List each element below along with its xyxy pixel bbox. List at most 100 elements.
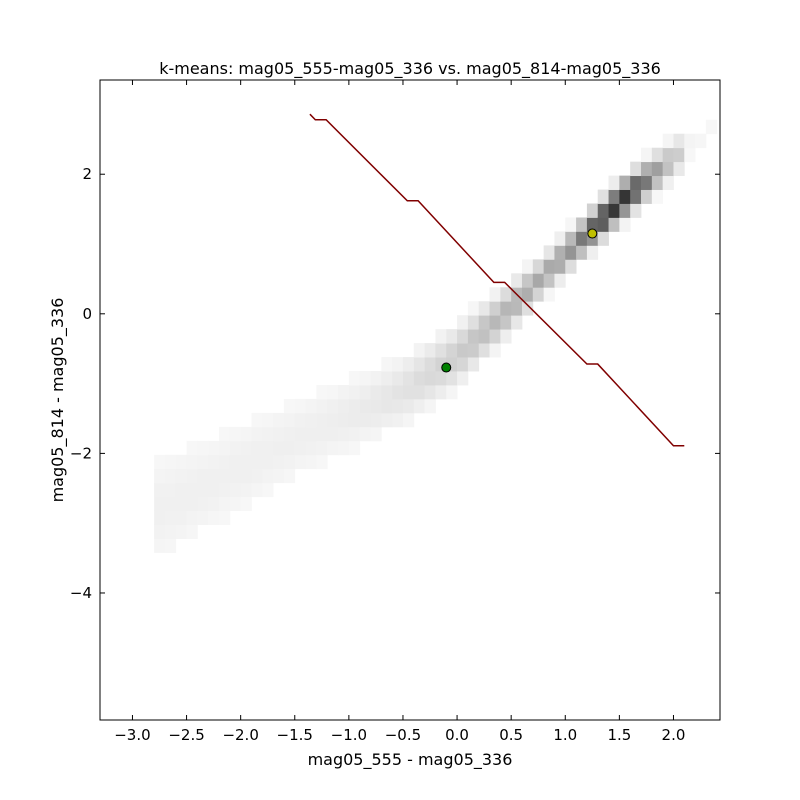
heatmap-cell — [489, 301, 501, 316]
heatmap-cell — [565, 259, 577, 274]
heatmap-cell — [154, 468, 166, 484]
heatmap-cell — [705, 119, 718, 135]
heatmap-cell — [381, 398, 393, 414]
heatmap-cell — [586, 217, 599, 232]
heatmap-cell — [262, 468, 274, 484]
heatmap-cell — [521, 301, 534, 316]
heatmap-cell — [186, 468, 198, 484]
heatmap-cell — [424, 357, 436, 372]
heatmap-cell — [154, 454, 166, 470]
heatmap-cell — [402, 357, 415, 372]
heatmap-cell — [283, 426, 296, 442]
x-tick-label: −1.5 — [277, 726, 313, 744]
heatmap-cell — [413, 343, 426, 358]
heatmap-cell — [186, 496, 198, 512]
heatmap-cell — [164, 510, 177, 525]
heatmap-cell — [305, 412, 317, 428]
heatmap-cell — [208, 468, 220, 484]
heatmap-cell — [457, 371, 469, 386]
density-heatmap — [154, 119, 718, 553]
heatmap-cell — [543, 245, 555, 260]
heatmap-cell — [229, 426, 242, 442]
heatmap-cell — [283, 440, 296, 456]
y-tick-label: 0 — [82, 305, 92, 323]
heatmap-cell — [359, 398, 371, 414]
heatmap-cell — [327, 412, 339, 428]
heatmap-cell — [478, 329, 490, 344]
heatmap-cell — [597, 203, 609, 218]
heatmap-cell — [283, 398, 296, 414]
heatmap-cell — [240, 426, 252, 442]
heatmap-cell — [435, 329, 447, 344]
heatmap-cell — [348, 426, 361, 442]
heatmap-cell — [219, 510, 231, 525]
heatmap-cell — [338, 412, 350, 428]
heatmap-cell — [521, 273, 534, 288]
heatmap-cell — [554, 259, 566, 274]
heatmap-cell — [641, 175, 653, 190]
heatmap-cell — [381, 412, 393, 428]
heatmap-cell — [489, 343, 501, 358]
heatmap-cell — [294, 412, 306, 428]
heatmap-cell — [240, 482, 252, 498]
heatmap-cell — [489, 329, 501, 344]
heatmap-cell — [175, 510, 187, 525]
heatmap-cell — [586, 203, 599, 218]
heatmap-cell — [543, 273, 555, 288]
heatmap-cell — [435, 343, 447, 358]
heatmap-cell — [262, 426, 274, 442]
chart-title: k-means: mag05_555-mag05_336 vs. mag05_8… — [159, 59, 661, 79]
heatmap-cell — [392, 357, 404, 372]
heatmap-cell — [154, 538, 166, 553]
heatmap-cell — [208, 482, 220, 498]
heatmap-cell — [435, 357, 447, 372]
heatmap-cell — [478, 301, 490, 316]
heatmap-cell — [402, 398, 415, 414]
heatmap-cell — [175, 482, 187, 498]
heatmap-cell — [262, 482, 274, 498]
heatmap-cell — [586, 245, 599, 260]
heatmap-cell — [175, 524, 187, 539]
heatmap-cell — [273, 412, 285, 428]
heatmap-cell — [392, 384, 404, 400]
heatmap-cell — [338, 398, 350, 414]
heatmap-cell — [543, 259, 555, 274]
heatmap-cell — [651, 189, 664, 204]
heatmap-cell — [327, 398, 339, 414]
heatmap-cell — [673, 133, 685, 149]
heatmap-cell — [229, 496, 242, 512]
heatmap-cell — [164, 524, 177, 539]
heatmap-cell — [500, 329, 512, 344]
heatmap-cell — [446, 371, 458, 386]
y-tick-label: −4 — [70, 584, 92, 602]
heatmap-cell — [381, 371, 393, 386]
heatmap-cell — [240, 468, 252, 484]
heatmap-cell — [467, 343, 480, 358]
heatmap-cell — [251, 454, 263, 470]
heatmap-cell — [348, 371, 361, 386]
cluster-centers — [441, 228, 598, 373]
heatmap-cell — [348, 384, 361, 400]
heatmap-cell — [164, 468, 177, 484]
heatmap-cell — [641, 147, 653, 163]
heatmap-cell — [532, 287, 545, 302]
heatmap-cell — [359, 384, 371, 400]
heatmap-cell — [478, 343, 490, 358]
heatmap-cell — [554, 231, 566, 246]
heatmap-cell — [219, 426, 231, 442]
decision-boundary — [309, 113, 685, 447]
heatmap-cell — [219, 496, 231, 512]
heatmap-cell — [608, 203, 620, 218]
heatmap-cell — [413, 398, 426, 414]
heatmap-cell — [175, 496, 187, 512]
heatmap-cell — [662, 161, 674, 177]
heatmap-cell — [565, 217, 577, 232]
heatmap-cell — [294, 426, 306, 442]
heatmap-cell — [446, 343, 458, 358]
heatmap-cell — [467, 301, 480, 316]
boundary-line — [309, 113, 685, 447]
x-tick-label: −1.0 — [331, 726, 367, 744]
heatmap-cell — [327, 440, 339, 456]
heatmap-cell — [283, 454, 296, 470]
